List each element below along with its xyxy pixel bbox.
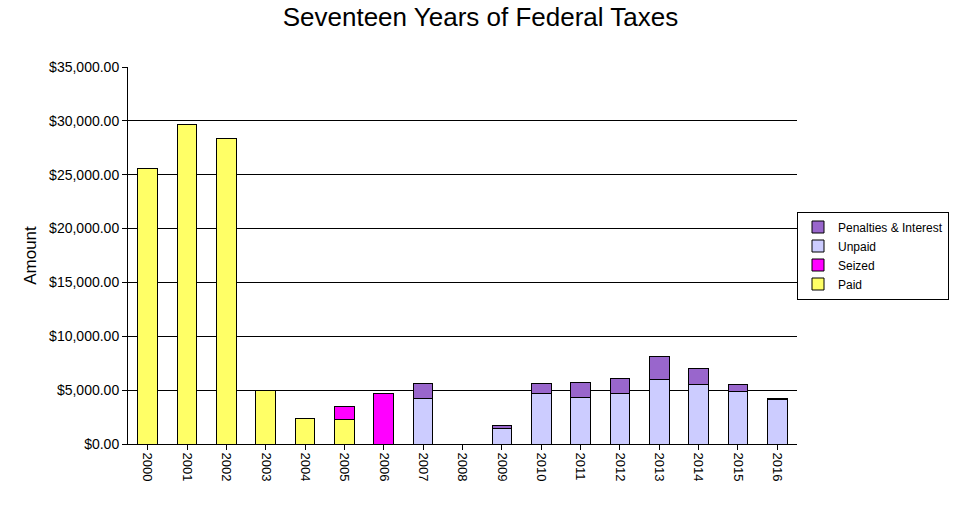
svg-text:$30,000.00: $30,000.00 bbox=[49, 113, 119, 129]
svg-text:$15,000.00: $15,000.00 bbox=[49, 274, 119, 290]
svg-text:2003: 2003 bbox=[259, 453, 274, 482]
svg-text:$0.00: $0.00 bbox=[84, 436, 119, 452]
svg-text:2015: 2015 bbox=[731, 453, 746, 482]
svg-text:Penalties & Interest: Penalties & Interest bbox=[838, 221, 943, 235]
svg-text:2001: 2001 bbox=[180, 453, 195, 482]
svg-text:Paid: Paid bbox=[838, 278, 862, 292]
svg-text:2008: 2008 bbox=[455, 453, 470, 482]
svg-text:$35,000.00: $35,000.00 bbox=[49, 59, 119, 75]
svg-text:$5,000.00: $5,000.00 bbox=[57, 382, 119, 398]
svg-text:2012: 2012 bbox=[613, 453, 628, 482]
svg-text:2002: 2002 bbox=[219, 453, 234, 482]
svg-text:2000: 2000 bbox=[140, 453, 155, 482]
svg-text:Seventeen Years of Federal Tax: Seventeen Years of Federal Taxes bbox=[283, 2, 679, 32]
svg-text:Unpaid: Unpaid bbox=[838, 240, 876, 254]
svg-text:Amount: Amount bbox=[21, 226, 40, 285]
svg-text:2013: 2013 bbox=[652, 453, 667, 482]
svg-text:2009: 2009 bbox=[495, 453, 510, 482]
svg-text:$25,000.00: $25,000.00 bbox=[49, 167, 119, 183]
svg-text:$10,000.00: $10,000.00 bbox=[49, 328, 119, 344]
svg-text:2014: 2014 bbox=[691, 453, 706, 482]
svg-text:2016: 2016 bbox=[770, 453, 785, 482]
svg-text:Seized: Seized bbox=[838, 259, 875, 273]
svg-text:2011: 2011 bbox=[573, 453, 588, 481]
svg-text:2010: 2010 bbox=[534, 453, 549, 482]
svg-text:2006: 2006 bbox=[377, 453, 392, 482]
svg-text:2005: 2005 bbox=[337, 453, 352, 482]
svg-text:2004: 2004 bbox=[298, 453, 313, 482]
svg-text:2007: 2007 bbox=[416, 453, 431, 482]
svg-text:$20,000.00: $20,000.00 bbox=[49, 220, 119, 236]
